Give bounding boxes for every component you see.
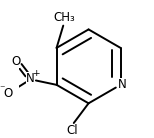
Text: +: + (32, 69, 40, 78)
Text: ⁻: ⁻ (0, 84, 5, 94)
Text: N: N (26, 72, 35, 85)
Text: N: N (118, 78, 127, 91)
Text: O: O (3, 87, 13, 99)
Text: O: O (11, 55, 20, 68)
Text: CH₃: CH₃ (54, 11, 75, 24)
Text: Cl: Cl (67, 124, 78, 137)
